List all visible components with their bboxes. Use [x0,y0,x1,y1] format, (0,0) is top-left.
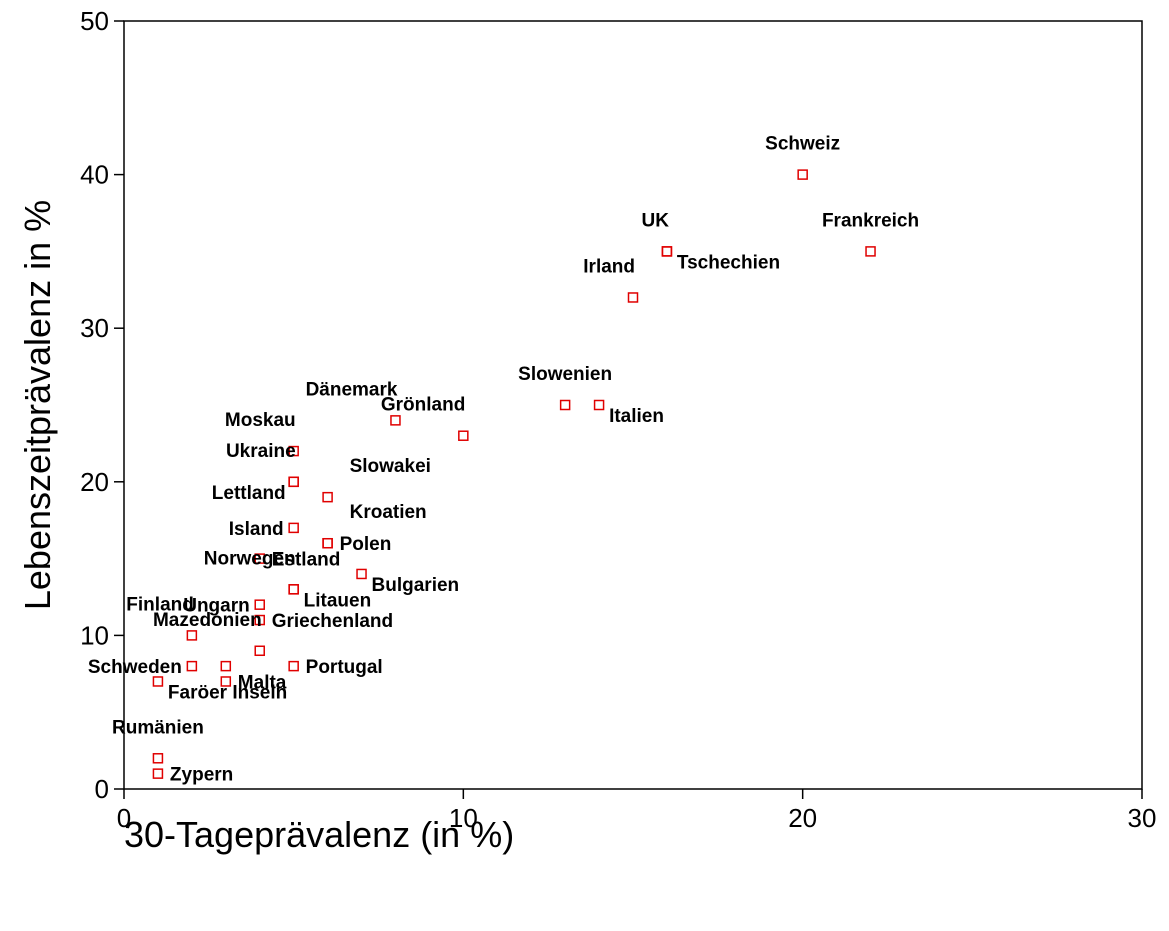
point-label: Lettland [212,483,286,504]
data-point [322,537,333,549]
axis-ticks: 0 10 20 30 0 10 20 30 40 50 [80,6,1156,833]
point-label: Dänemark [306,379,398,400]
point-label: Slowakei [350,456,431,477]
data-point [152,768,164,779]
point-label: Griechenland [272,611,393,632]
y-tick-label: 50 [80,6,109,36]
point-label: Mazedonien [153,610,262,631]
y-tick-label: 10 [80,620,109,650]
data-point [322,491,333,503]
point-label: Moskau [225,410,296,431]
point-label: Polen [340,534,392,555]
y-axis-label: Lebenszeitprävalenz in % [17,200,58,610]
point-label: Frankreich [822,210,919,231]
data-point [288,476,299,488]
data-point [661,246,673,257]
point-label: Irland [583,256,635,277]
point-label: Zypern [170,765,233,786]
data-point [288,445,299,457]
point-label: Malta [238,672,287,693]
data-point [220,676,232,687]
y-tick-label: 30 [80,313,109,343]
y-tick-label: 0 [95,774,109,804]
data-point [186,630,198,641]
data-point [288,476,299,488]
data-point [390,415,401,426]
point-label: Estland [272,550,341,571]
point-label: Italien [609,406,664,427]
point-label: Slowenien [518,364,612,385]
point-label: Litauen [304,590,372,611]
x-tick-label: 30 [1128,803,1157,833]
plot-frame [123,20,1143,790]
data-point [152,753,164,764]
point-label: Tschechien [677,252,780,273]
x-axis-label: 30-Tageprävalenz (in %) [124,814,514,855]
data-point [322,537,333,549]
point-label: Portugal [306,657,383,678]
y-tick-label: 20 [80,467,109,497]
x-tick-label: 10 [449,803,478,833]
data-point [288,660,299,672]
point-label: Norwegen [204,548,296,569]
data-point [288,522,299,534]
point-labels: Schweiz Frankreich UK Tschechien Irland Slowe… [88,134,919,786]
data-point [593,399,605,411]
y-tick-label: 40 [80,160,109,190]
data-point [356,568,367,580]
point-label: Finland [126,594,194,615]
data-point [152,676,164,687]
data-point [254,553,265,564]
data-point [254,614,265,626]
point-label: Schweden [88,657,182,678]
data-point [865,246,876,257]
data-point [559,399,571,411]
point-label: Ungarn [183,596,250,617]
point-label: UK [641,210,669,231]
data-point [186,660,198,672]
data-point [661,246,673,257]
data-point [254,599,265,610]
point-label: Schweiz [765,134,840,155]
point-label: Ukraine [226,441,296,462]
data-point [220,660,232,672]
point-label: Grönland [381,395,465,416]
data-point [288,584,299,595]
x-tick-label: 20 [788,803,817,833]
data-point [797,169,808,180]
data-point [627,292,639,303]
data-point [288,584,299,595]
data-point [254,645,265,657]
point-label: Island [229,519,284,540]
point-label: Rumänien [112,717,204,738]
point-label: Faröer Inseln [168,682,287,703]
point-label: Kroatien [350,502,427,523]
x-tick-label: 0 [117,803,131,833]
data-point [458,430,469,441]
data-points [152,169,876,779]
point-label: Bulgarien [372,575,460,596]
